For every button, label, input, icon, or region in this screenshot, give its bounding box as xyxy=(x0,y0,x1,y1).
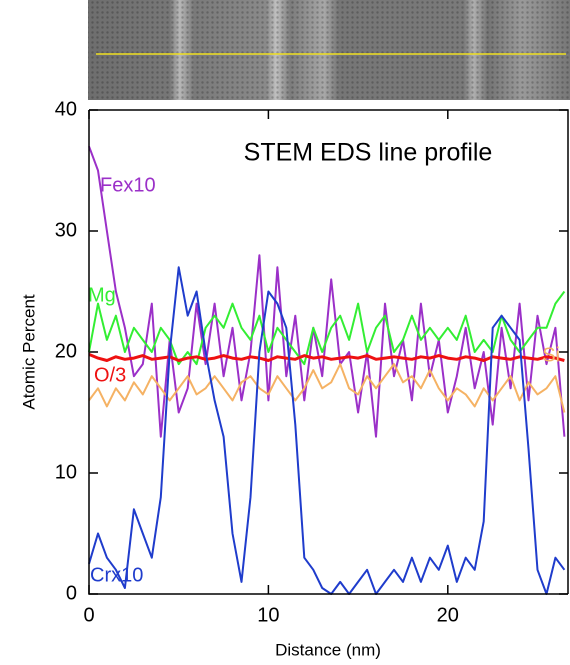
x-tick-label: 10 xyxy=(257,604,279,626)
series-line xyxy=(88,363,566,413)
x-tick-label: 0 xyxy=(83,604,94,626)
chart-title: STEM EDS line profile xyxy=(244,139,493,167)
y-tick-label: 40 xyxy=(55,98,77,120)
x-tick-label: 20 xyxy=(437,604,459,626)
series-line xyxy=(88,145,566,438)
series-line xyxy=(88,290,566,366)
stem-texture xyxy=(88,0,570,100)
series-label: Crx10 xyxy=(90,564,143,586)
series-line xyxy=(88,266,566,595)
series-label: O/3 xyxy=(94,364,126,386)
y-tick-label: 0 xyxy=(66,582,77,604)
axis-frame xyxy=(88,109,569,595)
series-label: Mg xyxy=(88,284,116,306)
y-axis-label: Atomic Percent xyxy=(19,294,38,410)
series-line xyxy=(88,353,565,362)
x-axis-label: Distance (nm) xyxy=(275,640,381,659)
y-tick-label: 20 xyxy=(55,340,77,362)
y-tick-label: 30 xyxy=(55,219,77,241)
series-label: Fex10 xyxy=(100,174,156,196)
y-tick-label: 10 xyxy=(55,461,77,483)
series-label: Si xyxy=(542,344,560,366)
